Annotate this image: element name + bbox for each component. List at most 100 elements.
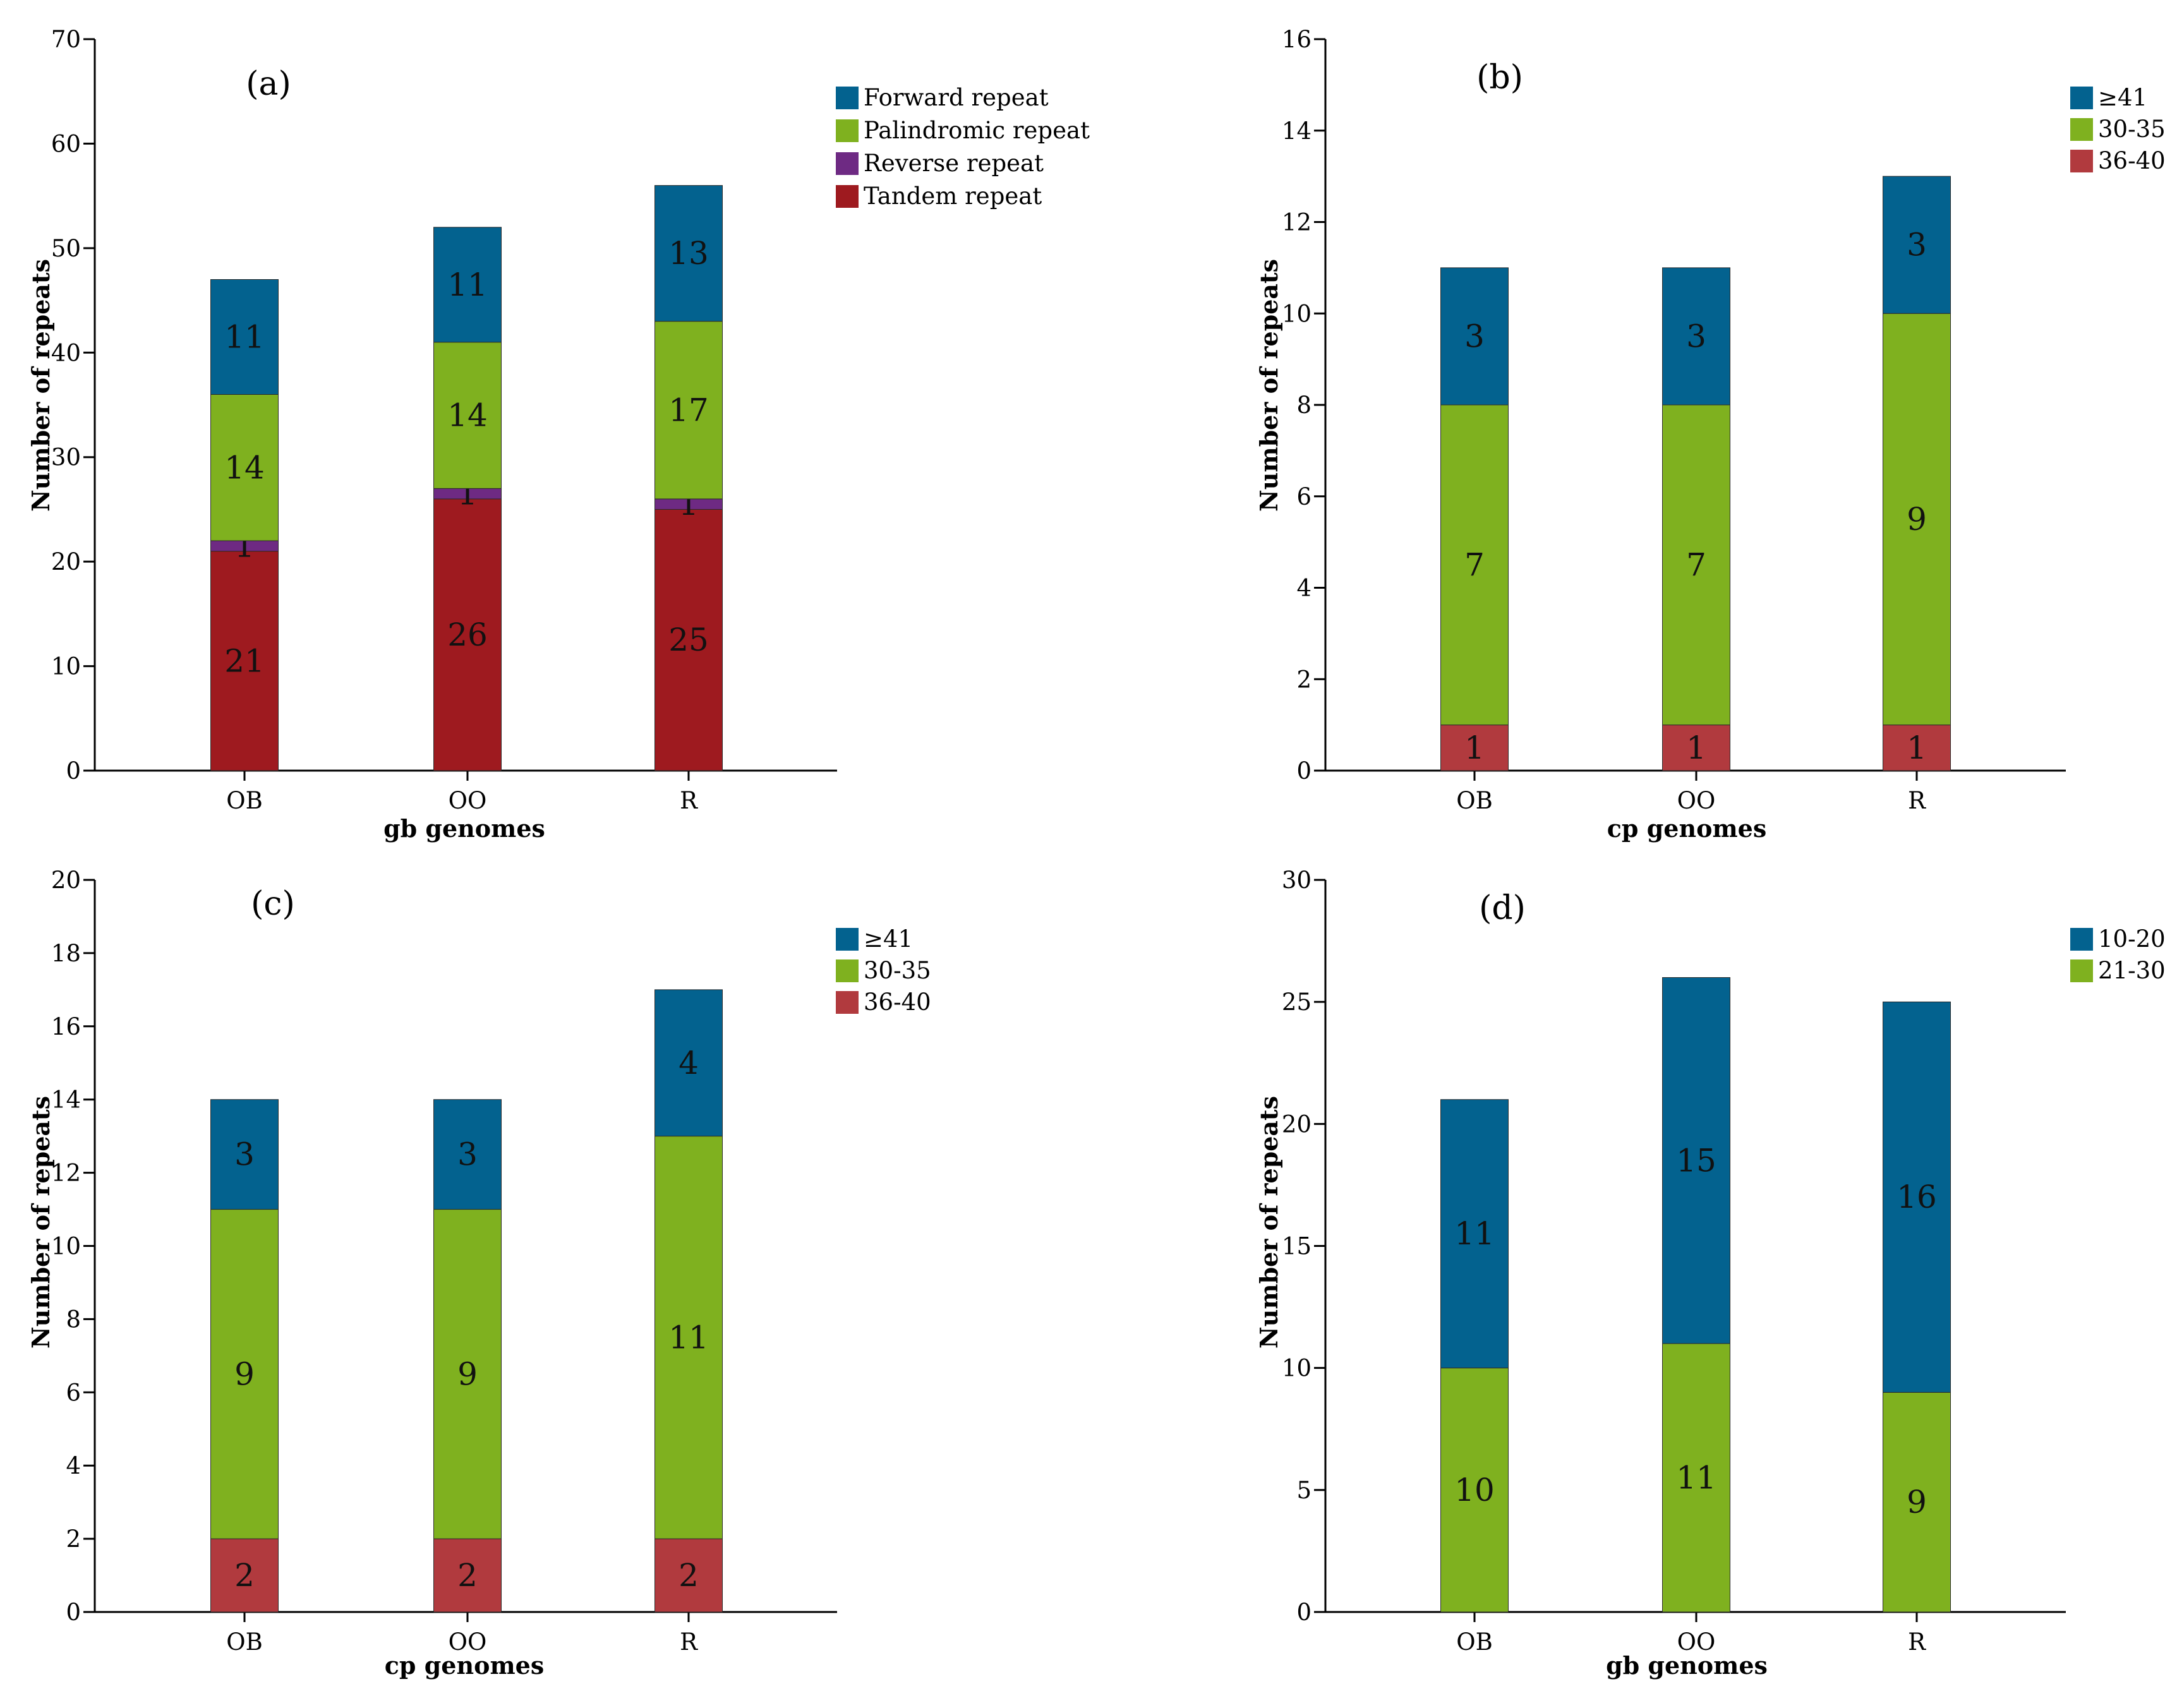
panel-b-bar-segment [1883,313,1951,726]
panel-a-bar-segment [654,508,723,771]
panel-b-xtick-label: OB [1456,787,1493,814]
panel-a-ytick-label: 60 [51,130,81,157]
panel-d-bar-segment [1440,1368,1509,1613]
panel-c-ytick-label: 4 [66,1452,81,1479]
panel-a-ytick-label: 0 [66,757,81,785]
panel-b-bars: 1 7 3 1 7 3 1 9 3 [1440,176,1951,771]
panel-a-bar-segment [433,342,502,489]
panel-c-xtick-label: R [680,1628,698,1656]
panel-a-ytick-label: 40 [51,339,81,366]
panel-b-ytick-label: 10 [1282,300,1312,327]
panel-c-ylabel: Number of repeats [27,1096,55,1349]
panel-c-bar-value-label: 4 [678,1045,699,1081]
panel-d-legend-label: 21-30 [2098,957,2166,984]
panel-b-xtick-label: R [1908,787,1926,814]
panel-c-bar-segment [433,1099,502,1210]
panel-a-bar-segment [654,321,723,500]
panel-d-bar-segment [1883,1392,1951,1613]
panel-b-bar-value-label: 3 [1907,227,1927,263]
panel-b-legend-label: 36-40 [2098,147,2166,174]
panel-d-bar-segment [1662,977,1730,1344]
panel-a-legend-swatch [836,119,859,142]
panel-d-bar-value-label: 11 [1454,1215,1495,1252]
panel-a-legend-swatch [836,152,859,175]
panel-a-ytick-label: 50 [51,235,81,262]
panel-d-legend: 10-20 21-30 [2070,925,2166,984]
panel-a-bar-value-label: 14 [224,449,265,486]
panel-b-bar-value-label: 9 [1907,501,1927,538]
panel-c-bar-segment [433,1538,502,1613]
panel-b-bar-segment [1662,404,1730,726]
panel-d-ytick-label: 30 [1282,867,1312,894]
panel-b-ytick-label: 0 [1296,757,1312,785]
panel-c-xtick-label: OB [226,1628,263,1656]
panel-a-legend-swatch [836,185,859,208]
panel-c-bar-value-label: 9 [234,1356,255,1392]
panel-c-ytick-label: 14 [51,1086,81,1114]
panel-c-axes: 0 2 4 6 8 10 12 14 16 18 20 OB OO R [51,867,837,1656]
panel-a-ytick-label: 10 [51,653,81,680]
panel-b-legend-label: 30-35 [2098,116,2166,143]
panel-d-bar-value-label: 16 [1897,1179,1937,1215]
panel-c-legend-swatch [836,959,859,982]
panel-d-ylabel: Number of repeats [1255,1096,1283,1349]
panel-c-ytick-label: 0 [66,1599,81,1626]
panel-c-legend-swatch [836,928,859,951]
panel-b-bar-segment [1883,725,1951,771]
panel-a-bar-value-label: 11 [447,267,488,303]
panel-d-bar-segment [1883,1001,1951,1393]
panel-b-ytick-label: 12 [1282,209,1312,236]
panel-a-label: (a) [246,65,291,103]
panel-b-bar-segment [1662,725,1730,771]
panel-c: (c) Number of repeats cp genomes 0 2 4 6 8 10… [27,867,931,1680]
panel-c-bar-value-label: 9 [457,1356,478,1392]
panel-b-bar-value-label: 1 [1464,730,1485,766]
panel-c-bar-segment [210,1209,279,1539]
panel-a-xlabel: gb genomes [383,814,545,843]
panel-d-legend-label: 10-20 [2098,925,2166,953]
panel-a-legend-label: Forward repeat [864,84,1049,111]
panel-c-bar-value-label: 2 [234,1557,255,1594]
panel-a-ytick-label: 30 [51,444,81,471]
panel-b-ytick-label: 14 [1282,117,1312,145]
panel-b-bar-segment [1883,176,1951,314]
panel-a-bar-value-label: 21 [224,642,265,679]
panel-b-bar-segment [1440,404,1509,726]
panel-b-bar-value-label: 3 [1686,318,1706,354]
panel-b: (b) Number of repeats cp genomes 0 2 4 6 8 10… [1255,26,2166,843]
panel-b-ylabel: Number of repeats [1255,259,1283,512]
panel-a-bar-segment [210,394,279,541]
panel-c-legend: ≥41 30-35 36-40 [836,925,931,1016]
panel-b-ytick-label: 2 [1296,666,1312,693]
panel-c-bar-value-label: 3 [234,1136,255,1173]
panel-d-xtick-label: OB [1456,1628,1493,1656]
panel-d: (d) Number of repeats gb genomes 0 5 10 15 2… [1255,867,2166,1680]
panel-c-bar-segment [433,1209,502,1539]
panel-c-bar-segment [210,1099,279,1210]
panel-c-legend-swatch [836,991,859,1014]
panel-c-bar-value-label: 3 [457,1136,478,1173]
panel-c-bar-value-label: 2 [457,1557,478,1594]
panel-d-xlabel: gb genomes [1606,1651,1768,1680]
panel-c-bar-segment [654,1538,723,1613]
panel-b-ytick-label: 8 [1296,392,1312,419]
panel-b-legend: ≥41 30-35 36-40 [2070,84,2166,174]
panel-a-legend-label: Reverse repeat [864,150,1044,177]
panel-c-ytick-label: 2 [66,1525,81,1553]
panel-c-bars: 2 9 3 2 9 3 2 11 4 [210,989,723,1613]
panel-a-bar-value-label: 17 [668,392,709,428]
panel-c-legend-label: 30-35 [864,957,931,984]
panel-c-ytick-label: 20 [51,867,81,894]
panel-a: (a) Number of repeats gb genomes 0 10 20 30… [27,26,1090,843]
panel-b-ytick-label: 16 [1282,26,1312,53]
panel-b-bar-value-label: 3 [1464,318,1485,354]
panel-b-ytick-label: 6 [1296,483,1312,510]
panel-b-legend-swatch [2070,118,2093,141]
panel-c-ytick-label: 16 [51,1013,81,1040]
panel-a-bar-value-label: 11 [224,318,265,355]
panel-d-ytick-label: 0 [1296,1599,1312,1626]
panel-a-bar-segment [210,551,279,771]
panel-b-bar-segment [1662,267,1730,406]
